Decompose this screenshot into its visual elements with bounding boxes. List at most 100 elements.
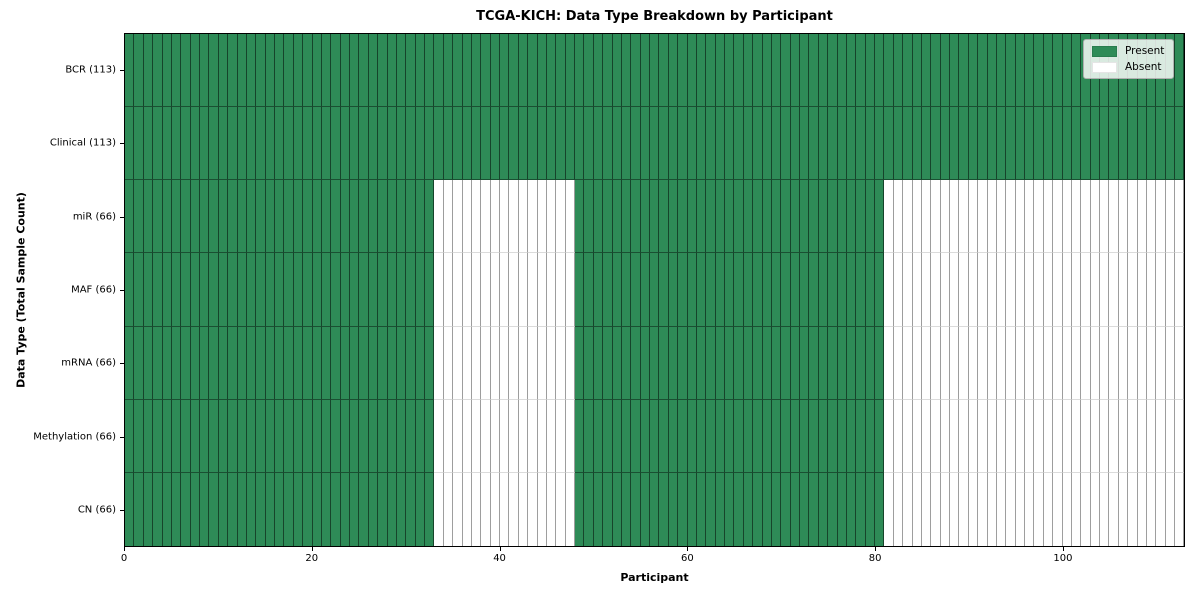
x-tick-mark bbox=[500, 547, 501, 551]
cell-present bbox=[687, 472, 697, 546]
cell-present bbox=[687, 34, 697, 108]
cell-present bbox=[781, 326, 791, 400]
cell-present bbox=[500, 34, 510, 108]
cell-absent bbox=[462, 180, 472, 254]
cell-present bbox=[265, 253, 275, 327]
y-tick-label: CN (66) bbox=[77, 504, 116, 516]
cell-absent bbox=[490, 472, 500, 546]
cell-present bbox=[237, 107, 247, 181]
y-tick-mark bbox=[120, 510, 124, 511]
cell-present bbox=[921, 107, 932, 181]
cell-absent bbox=[453, 399, 463, 473]
cell-present bbox=[246, 326, 257, 400]
cell-present bbox=[396, 399, 407, 473]
cell-absent bbox=[1137, 253, 1147, 327]
cell-absent bbox=[453, 472, 463, 546]
cell-absent bbox=[1137, 399, 1147, 473]
cell-present bbox=[303, 472, 313, 546]
cell-present bbox=[575, 34, 585, 108]
cell-present bbox=[612, 253, 622, 327]
cell-present bbox=[828, 34, 838, 108]
cell-present bbox=[415, 326, 425, 400]
cell-present bbox=[875, 472, 885, 546]
cell-present bbox=[584, 472, 594, 546]
cell-present bbox=[762, 399, 772, 473]
cell-absent bbox=[556, 326, 566, 400]
cell-present bbox=[790, 399, 800, 473]
cell-present bbox=[725, 472, 735, 546]
cell-present bbox=[762, 180, 772, 254]
cell-present bbox=[828, 253, 838, 327]
cell-present bbox=[846, 326, 857, 400]
cell-present bbox=[996, 107, 1007, 181]
cell-present bbox=[209, 472, 219, 546]
cell-absent bbox=[481, 180, 491, 254]
cell-absent bbox=[1146, 472, 1157, 546]
cell-present bbox=[462, 107, 472, 181]
cell-present bbox=[368, 180, 379, 254]
cell-present bbox=[753, 107, 763, 181]
cell-absent bbox=[443, 253, 454, 327]
datatype-row bbox=[125, 326, 1185, 400]
cell-absent bbox=[1081, 472, 1091, 546]
cell-present bbox=[790, 180, 800, 254]
cell-absent bbox=[1175, 399, 1185, 473]
cell-present bbox=[790, 326, 800, 400]
cell-present bbox=[143, 34, 154, 108]
cell-present bbox=[659, 107, 669, 181]
cell-absent bbox=[500, 326, 510, 400]
cell-absent bbox=[443, 180, 454, 254]
cell-absent bbox=[471, 472, 482, 546]
cell-present bbox=[950, 107, 960, 181]
cell-absent bbox=[968, 253, 979, 327]
cell-absent bbox=[931, 253, 941, 327]
cell-present bbox=[125, 472, 135, 546]
cell-present bbox=[725, 399, 735, 473]
cell-absent bbox=[1034, 253, 1044, 327]
cell-present bbox=[968, 107, 979, 181]
cell-absent bbox=[912, 253, 922, 327]
cell-present bbox=[237, 472, 247, 546]
cell-present bbox=[143, 399, 154, 473]
cell-present bbox=[1053, 34, 1063, 108]
cell-present bbox=[481, 34, 491, 108]
cell-present bbox=[696, 34, 707, 108]
cell-present bbox=[209, 326, 219, 400]
cell-present bbox=[856, 107, 866, 181]
cell-present bbox=[725, 107, 735, 181]
cell-present bbox=[809, 326, 819, 400]
cell-present bbox=[181, 107, 191, 181]
cell-present bbox=[771, 107, 782, 181]
cell-absent bbox=[931, 326, 941, 400]
cell-present bbox=[237, 253, 247, 327]
cell-present bbox=[359, 472, 369, 546]
cell-absent bbox=[453, 180, 463, 254]
cell-present bbox=[190, 107, 200, 181]
cell-present bbox=[968, 34, 979, 108]
cell-present bbox=[1015, 107, 1025, 181]
cell-absent bbox=[1015, 472, 1025, 546]
cell-absent bbox=[481, 399, 491, 473]
cell-present bbox=[256, 34, 266, 108]
cell-present bbox=[500, 107, 510, 181]
cell-present bbox=[659, 180, 669, 254]
y-tick-mark bbox=[120, 290, 124, 291]
cell-present bbox=[837, 180, 847, 254]
cell-absent bbox=[1118, 180, 1129, 254]
x-tick-label: 0 bbox=[120, 553, 128, 564]
cell-present bbox=[725, 326, 735, 400]
cell-absent bbox=[1156, 326, 1166, 400]
cell-present bbox=[631, 180, 641, 254]
cell-present bbox=[181, 326, 191, 400]
cell-absent bbox=[434, 472, 444, 546]
cell-absent bbox=[968, 326, 979, 400]
cell-absent bbox=[987, 399, 997, 473]
cell-present bbox=[603, 472, 613, 546]
cell-absent bbox=[996, 253, 1007, 327]
cell-present bbox=[125, 180, 135, 254]
cell-absent bbox=[556, 472, 566, 546]
cell-present bbox=[809, 399, 819, 473]
cell-absent bbox=[959, 180, 969, 254]
cell-present bbox=[931, 34, 941, 108]
cell-present bbox=[575, 253, 585, 327]
